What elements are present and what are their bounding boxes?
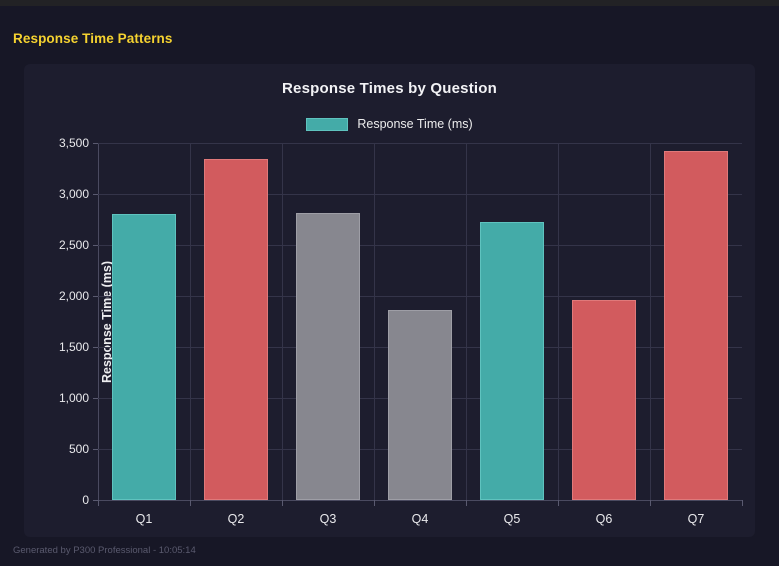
page-title: Response Time Patterns — [13, 31, 173, 46]
x-tick-mark — [98, 500, 99, 506]
y-tick-label: 1,000 — [58, 391, 89, 405]
y-gridline — [98, 143, 742, 144]
x-gridline — [374, 143, 375, 500]
y-tick-label: 0 — [82, 493, 89, 507]
x-tick-mark — [282, 500, 283, 506]
y-axis-line — [98, 143, 99, 501]
y-tick-label: 500 — [68, 442, 89, 456]
y-tick-mark — [93, 296, 98, 297]
legend-swatch-response-time — [306, 117, 349, 131]
y-tick-mark — [93, 143, 98, 144]
bar-q6[interactable] — [572, 300, 636, 500]
x-tick-label-q3: Q3 — [319, 512, 337, 526]
x-gridline — [190, 143, 191, 500]
x-tick-mark — [190, 500, 191, 506]
bar-q1[interactable] — [112, 214, 176, 500]
x-gridline — [650, 143, 651, 500]
x-tick-mark — [374, 500, 375, 506]
top-strip — [0, 0, 779, 6]
x-tick-mark — [558, 500, 559, 506]
x-gridline — [558, 143, 559, 500]
x-tick-label-q6: Q6 — [595, 512, 613, 526]
bar-q7[interactable] — [664, 151, 728, 500]
y-gridline — [98, 194, 742, 195]
x-tick-mark — [466, 500, 467, 506]
y-tick-label: 2,500 — [58, 238, 89, 252]
x-gridline — [466, 143, 467, 500]
y-tick-mark — [93, 449, 98, 450]
x-gridline — [282, 143, 283, 500]
x-tick-label-q7: Q7 — [687, 512, 705, 526]
y-gridline — [98, 245, 742, 246]
y-tick-mark — [93, 194, 98, 195]
x-tick-label-q1: Q1 — [135, 512, 153, 526]
y-tick-label: 2,000 — [58, 289, 89, 303]
x-tick-mark — [650, 500, 651, 506]
y-tick-mark — [93, 347, 98, 348]
y-tick-mark — [93, 245, 98, 246]
x-tick-label-q4: Q4 — [411, 512, 429, 526]
y-gridline — [98, 296, 742, 297]
y-tick-label: 3,000 — [58, 187, 89, 201]
x-tick-mark — [742, 500, 743, 506]
x-axis-line — [98, 500, 742, 501]
y-tick-label: 3,500 — [58, 136, 89, 150]
x-tick-label-q5: Q5 — [503, 512, 521, 526]
chart-legend: Response Time (ms) — [24, 117, 755, 131]
bar-q5[interactable] — [480, 221, 544, 500]
bar-q4[interactable] — [388, 310, 452, 500]
bar-q2[interactable] — [204, 159, 268, 500]
plot-area: Response Time (ms) 0 500 1,000 1,500 2,000 2,… — [59, 136, 743, 526]
footer-text: Generated by P300 Professional - 10:05:1… — [13, 545, 196, 556]
x-tick-label-q2: Q2 — [227, 512, 245, 526]
chart-card: Response Times by Question Response Time… — [24, 64, 755, 537]
y-tick-mark — [93, 500, 98, 501]
bar-q3[interactable] — [296, 213, 360, 500]
legend-label-response-time: Response Time (ms) — [357, 117, 473, 131]
y-tick-label: 1,500 — [58, 340, 89, 354]
chart-title: Response Times by Question — [282, 80, 497, 97]
y-tick-mark — [93, 398, 98, 399]
